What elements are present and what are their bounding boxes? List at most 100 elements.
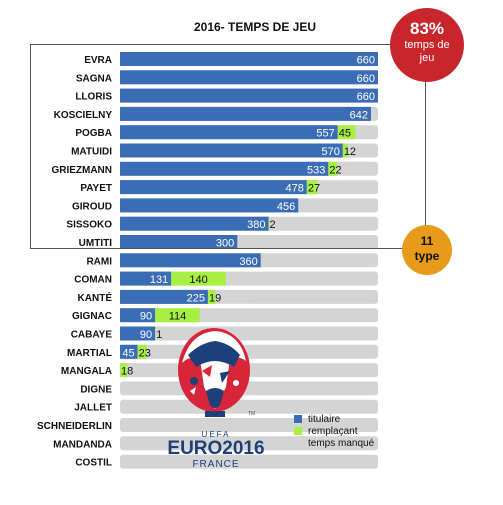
- value-substitute-matuidi: 12: [344, 146, 356, 158]
- value-starter-martial: 45: [122, 347, 134, 359]
- chart-title: 2016- TEMPS DE JEU: [193, 20, 317, 34]
- legend-label-temps-manque: temps manqué: [308, 437, 375, 449]
- uefa-text: UEFA: [201, 430, 231, 439]
- value-starter-giroud: 456: [277, 201, 295, 213]
- bar-starter-payet: [120, 180, 307, 195]
- playing-time-caption-1: temps de: [404, 39, 450, 51]
- starters-count: 11: [420, 234, 434, 248]
- player-name-gignac: GIGNAC: [72, 311, 112, 322]
- player-name-griezmann: GRIEZMANN: [51, 165, 112, 176]
- playing-time-caption-2: jeu: [419, 52, 435, 64]
- bar-starter-evra: [120, 52, 378, 66]
- player-name-sissoko: SISSOKO: [66, 220, 112, 231]
- player-name-rami: RAMI: [86, 256, 112, 267]
- bar-substitute-sissoko: [268, 216, 270, 231]
- bar-starter-gignac: [120, 308, 156, 323]
- value-starter-rami: 360: [239, 256, 257, 268]
- value-starter-kant-: 225: [187, 292, 205, 304]
- value-starter-koscielny: 642: [350, 109, 368, 121]
- player-name-pogba: POGBA: [75, 128, 112, 139]
- bar-starter-cabaye: [120, 326, 156, 341]
- playing-time-percent: 83%: [409, 19, 445, 38]
- bar-starter-matuidi: [120, 143, 343, 158]
- value-substitute-mangala: 18: [121, 366, 133, 378]
- bar-starter-coman: [120, 271, 172, 286]
- bar-starter-griezmann: [120, 161, 329, 176]
- value-starter-sissoko: 380: [247, 219, 265, 231]
- value-starter-matuidi: 570: [321, 146, 339, 158]
- bar-substitute-mangala: [120, 363, 128, 378]
- value-substitute-griezmann: 22: [329, 164, 341, 176]
- bar-substitute-payet: [306, 180, 318, 195]
- value-substitute-pogba: 45: [339, 128, 351, 140]
- player-name-matuidi: MATUIDI: [71, 147, 112, 158]
- bar-substitute-gignac: [155, 308, 200, 323]
- value-starter-payet: 478: [285, 183, 303, 195]
- legend-item-remplacant: remplaçant: [294, 425, 374, 437]
- value-starter-evra: 660: [357, 55, 375, 67]
- france-text: FRANCE: [192, 459, 240, 470]
- bar-starter-sagna: [120, 70, 378, 85]
- legend-swatch-temps-manque: [294, 439, 302, 447]
- bar-starter-kant-: [120, 289, 208, 304]
- value-substitute-cabaye: 1: [156, 329, 162, 341]
- bar-starter-giroud: [120, 198, 299, 213]
- legend: titulaire remplaçant temps manqué: [294, 413, 374, 449]
- player-name-digne: DIGNE: [80, 384, 112, 395]
- value-starter-cabaye: 90: [140, 329, 152, 341]
- player-name-umtiti: UMTITI: [79, 238, 113, 249]
- value-starter-pogba: 557: [316, 128, 334, 140]
- euro2016-text: EURO2016: [167, 438, 265, 459]
- value-starter-gignac: 90: [140, 311, 152, 323]
- bar-starter-pogba: [120, 125, 338, 140]
- value-substitute-martial: 23: [139, 347, 151, 359]
- playing-time-badge: 83% temps de jeu: [390, 8, 464, 82]
- bar-missed-jallet: [120, 399, 378, 414]
- legend-item-temps-manque: temps manqué: [294, 437, 374, 449]
- player-name-mandanda: MANDANDA: [53, 439, 112, 450]
- bar-substitute-coman: [171, 271, 226, 286]
- player-name-payet: PAYET: [80, 183, 112, 194]
- bar-substitute-kant-: [207, 289, 216, 304]
- bar-starter-sissoko: [120, 216, 269, 231]
- bar-missed-schneiderlin: [120, 418, 378, 432]
- bar-substitute-matuidi: [342, 143, 348, 158]
- bar-substitute-griezmann: [328, 161, 337, 176]
- player-name-giroud: GIROUD: [72, 201, 112, 212]
- player-name-koscielny: KOSCIELNY: [54, 110, 113, 121]
- value-starter-umtiti: 300: [216, 238, 234, 250]
- logo-trademark: TM: [248, 411, 255, 417]
- value-starter-coman: 131: [150, 274, 168, 286]
- value-starter-sagna: 660: [357, 73, 375, 85]
- player-name-jallet: JALLET: [74, 403, 112, 414]
- value-substitute-payet: 27: [308, 183, 320, 195]
- player-name-evra: EVRA: [84, 55, 112, 66]
- player-name-kant-: KANTÉ: [78, 291, 113, 304]
- euro2016-wordmark: UEFA EURO2016 FRANCE: [156, 430, 276, 470]
- bar-starter-martial: [120, 344, 138, 359]
- legend-item-titulaire: titulaire: [294, 413, 374, 425]
- legend-swatch-titulaire: [294, 415, 302, 423]
- value-substitute-kant-: 19: [209, 292, 221, 304]
- bar-missed-mandanda: [120, 436, 378, 451]
- bar-starter-rami: [120, 253, 261, 268]
- bar-starter-koscielny: [120, 106, 371, 121]
- player-name-coman: COMAN: [74, 275, 112, 286]
- starters-badge: 11 type: [402, 225, 452, 275]
- starters-frame: [30, 44, 426, 249]
- value-substitute-coman: 140: [189, 274, 207, 286]
- bar-starter-umtiti: [120, 235, 238, 249]
- player-name-cabaye: CABAYE: [71, 330, 113, 341]
- bar-starter-lloris: [120, 88, 378, 103]
- value-substitute-sissoko: 2: [270, 219, 276, 231]
- bar-substitute-pogba: [337, 125, 356, 140]
- player-name-martial: MARTIAL: [67, 348, 112, 359]
- value-substitute-gignac: 114: [169, 311, 187, 323]
- bar-missed-cabaye: [120, 326, 378, 341]
- player-name-costil: COSTIL: [75, 458, 112, 469]
- legend-label-titulaire: titulaire: [308, 413, 341, 425]
- starters-caption: type: [414, 249, 440, 263]
- bar-substitute-martial: [137, 344, 147, 359]
- euro-trophy-logo: TM: [178, 328, 255, 417]
- legend-label-remplacant: remplaçant: [308, 425, 358, 437]
